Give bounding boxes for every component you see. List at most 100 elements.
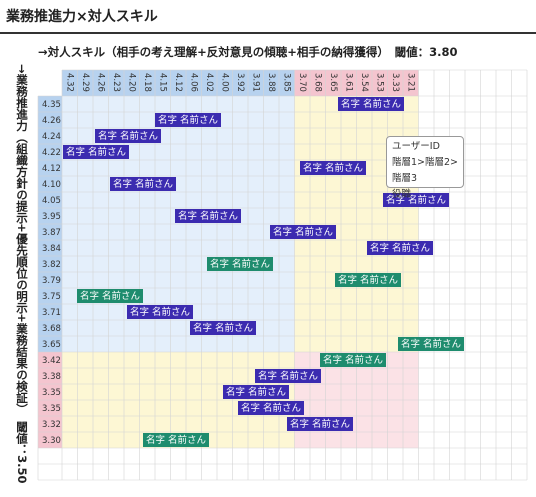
name-tag-text: 名字 名前さん (386, 194, 446, 206)
row-header: 3.30 (42, 436, 61, 446)
row-header-cell (38, 256, 62, 272)
name-tag-bg (287, 417, 353, 431)
name-tag: 名字 名前さん (143, 433, 209, 447)
column-header: 4.18 (142, 73, 152, 92)
row-header-cell (38, 96, 62, 112)
name-tag: 名字 名前さん (155, 113, 221, 127)
row-header: 4.05 (42, 196, 61, 206)
name-tag-bg (77, 289, 143, 303)
name-tag-text: 名字 名前さん (341, 98, 401, 110)
row-header-cell (38, 272, 62, 288)
row-header-cell (38, 368, 62, 384)
row-header-cell (38, 144, 62, 160)
row-header: 3.84 (42, 244, 61, 254)
name-tag-text: 名字 名前さん (241, 402, 301, 414)
column-header: 4.20 (126, 73, 136, 92)
name-tag-text: 名字 名前さん (193, 322, 253, 334)
name-tag-text: 名字 名前さん (370, 242, 430, 254)
column-header-cell (108, 70, 124, 96)
name-tag-bg (207, 257, 273, 271)
name-tag: 名字 名前さん (77, 289, 143, 303)
name-tag: 名字 名前さん (238, 401, 304, 415)
column-header: 3.33 (390, 73, 400, 92)
column-header-cell (170, 70, 186, 96)
name-tag: 名字 名前さん (335, 273, 401, 287)
name-tag-bg (110, 177, 176, 191)
column-header-cell (62, 70, 78, 96)
name-tag-text: 名字 名前さん (80, 290, 140, 302)
column-header: 3.88 (266, 73, 276, 92)
row-header: 3.87 (42, 228, 61, 238)
row-header-cell (38, 112, 62, 128)
row-header: 3.38 (42, 372, 61, 382)
column-header-cell (387, 70, 403, 96)
name-tag-bg (367, 241, 433, 255)
name-tag-bg (63, 145, 129, 159)
title: 業務推進力×対人スキル (6, 9, 158, 25)
name-tag-bg (338, 97, 404, 111)
row-header: 4.26 (42, 116, 61, 126)
column-header-cell (403, 70, 419, 96)
row-header: 3.68 (42, 324, 61, 334)
row-header: 3.35 (42, 388, 61, 398)
column-header-cell (201, 70, 217, 96)
column-header-cell (93, 70, 109, 96)
row-header: 3.82 (42, 260, 61, 270)
name-tag: 名字 名前さん (383, 193, 449, 207)
column-header-cell (341, 70, 357, 96)
name-tag: 名字 名前さん (110, 177, 176, 191)
name-tag-bg (398, 337, 464, 351)
name-tag-text: 名字 名前さん (98, 130, 158, 142)
column-header: 3.85 (281, 73, 291, 92)
tooltip-user-id: ユーザーID (392, 141, 440, 152)
column-header: 4.26 (95, 73, 105, 92)
name-tag: 名字 名前さん (270, 225, 336, 239)
column-header-cell (294, 70, 310, 96)
row-header-cell (38, 160, 62, 176)
column-header: 3.65 (328, 73, 338, 92)
column-header: 3.54 (359, 73, 369, 92)
column-header: 3.68 (312, 73, 322, 92)
column-header-cell (279, 70, 295, 96)
row-header: 3.32 (42, 420, 61, 430)
name-tag: 名字 名前さん (95, 129, 161, 143)
name-tag-bg (238, 401, 304, 415)
name-tag: 名字 名前さん (287, 417, 353, 431)
column-header-cell (139, 70, 155, 96)
name-tag-bg (175, 209, 241, 223)
row-header-cell (38, 288, 62, 304)
row-header-cell (38, 416, 62, 432)
column-header: 4.29 (80, 73, 90, 92)
x-axis-label: →対人スキル（相手の考え理解+反対意見の傾聴+相手の納得獲得） 閾値：3.80 (38, 45, 458, 59)
column-header: 4.06 (188, 73, 198, 92)
column-header: 3.91 (250, 73, 260, 92)
column-header: 4.23 (111, 73, 121, 92)
name-tag: 名字 名前さん (398, 337, 464, 351)
column-header-cell (155, 70, 171, 96)
name-tag-bg (320, 353, 386, 367)
column-header: 4.12 (173, 73, 183, 92)
row-header-cell (38, 352, 62, 368)
row-header-cell (38, 384, 62, 400)
row-header-cell (38, 208, 62, 224)
name-tag-text: 名字 名前さん (158, 114, 218, 126)
row-header-cell (38, 224, 62, 240)
name-tag-bg (383, 193, 449, 207)
column-header: 4.15 (157, 73, 167, 92)
name-tag: 名字 名前さん (207, 257, 273, 271)
row-header: 3.75 (42, 292, 61, 302)
name-tag-bg (270, 225, 336, 239)
column-header: 4.02 (204, 73, 214, 92)
name-tag-text: 名字 名前さん (290, 418, 350, 430)
row-header: 3.71 (42, 308, 61, 318)
column-header-cell (263, 70, 279, 96)
column-header: 4.00 (219, 73, 229, 92)
row-header-cell (38, 176, 62, 192)
name-tag-text: 名字 名前さん (130, 306, 190, 318)
row-header: 3.95 (42, 212, 61, 222)
column-header: 4.32 (64, 73, 74, 92)
column-header: 3.70 (297, 73, 307, 92)
column-header: 3.21 (405, 73, 415, 92)
